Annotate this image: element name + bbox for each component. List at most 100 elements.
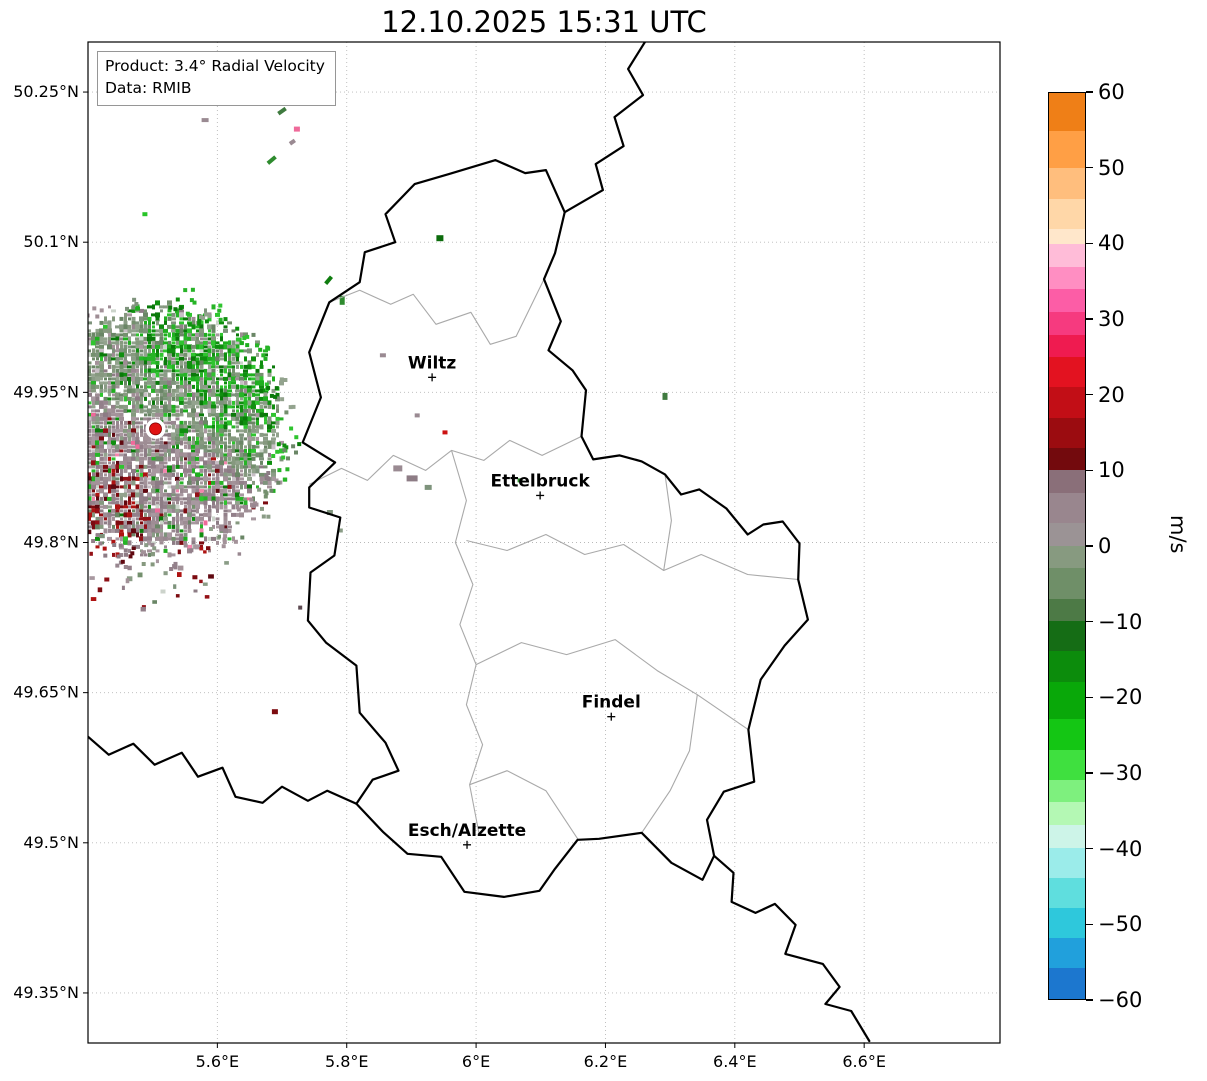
stray-echo <box>662 392 668 400</box>
axis-ticks: 5.6°E 5.8°E 6°E 6.2°E 6.4°E 6.6°E 50.25°N 50.1°… <box>13 82 886 1071</box>
colorbar-tick-label: 10 <box>1098 458 1125 483</box>
data-source-line: Data: RMIB <box>105 79 192 98</box>
y-tick-label: 49.65°N <box>13 683 79 702</box>
y-tick-label: 50.1°N <box>23 232 79 251</box>
colorbar-band <box>1049 938 1085 969</box>
stray-echo <box>393 465 403 472</box>
colorbar-tickmark <box>1086 469 1093 472</box>
city-label: Findel <box>582 693 641 713</box>
colorbar-tick-label: −40 <box>1098 836 1143 861</box>
colorbar-band <box>1049 847 1085 878</box>
y-tick-label: 50.25°N <box>13 82 79 101</box>
stray-echo <box>436 235 444 242</box>
x-tick-label: 6.2°E <box>584 1052 628 1071</box>
colorbar-band <box>1049 598 1085 622</box>
colorbar-tickmark <box>1086 772 1093 774</box>
x-tick-label: 6.6°E <box>842 1052 886 1071</box>
stray-echo <box>324 275 334 285</box>
colorbar-tickmark <box>1086 91 1093 93</box>
stray-echo <box>442 430 448 435</box>
stray-echo <box>266 155 277 165</box>
stray-echo <box>424 484 432 490</box>
colorbar <box>1048 92 1086 1000</box>
colorbar-band <box>1049 243 1085 267</box>
stray-echo <box>160 589 166 594</box>
stray-echo <box>298 605 303 610</box>
stray-echo <box>406 475 418 482</box>
colorbar-band <box>1049 168 1085 199</box>
canton-borders <box>308 278 799 841</box>
colorbar-band <box>1049 651 1085 682</box>
colorbar-tick-label: −30 <box>1098 761 1143 785</box>
colorbar-band <box>1049 681 1085 720</box>
y-tick-label: 49.35°N <box>13 983 79 1002</box>
city-label: Ettelbruck <box>490 471 590 491</box>
colorbar-band <box>1049 877 1085 909</box>
y-tick-label: 49.5°N <box>23 833 79 852</box>
stray-echo <box>104 577 110 582</box>
colorbar-tickmark <box>1086 166 1093 169</box>
colorbar-tick-label: −50 <box>1098 912 1143 937</box>
colorbar-band <box>1049 968 1085 999</box>
stray-echo <box>142 212 148 217</box>
radar-site-dot <box>149 422 162 436</box>
colorbar-band <box>1049 779 1085 803</box>
stray-echo <box>337 528 343 533</box>
x-tick-label: 6.4°E <box>713 1052 757 1071</box>
colorbar-band <box>1049 908 1085 939</box>
colorbar-band <box>1049 802 1085 826</box>
colorbar-band <box>1049 568 1085 599</box>
colorbar-band <box>1049 130 1085 169</box>
colorbar-tick-label: 0 <box>1098 534 1112 558</box>
colorbar-tickmark <box>1086 847 1093 850</box>
colorbar-tickmark <box>1086 620 1093 623</box>
colorbar-band <box>1049 470 1085 493</box>
stray-echo <box>326 510 333 515</box>
colorbar-band <box>1049 447 1085 471</box>
colorbar-tickmark <box>1086 696 1093 699</box>
stray-echo <box>379 353 386 358</box>
colorbar-tick-label: 40 <box>1098 231 1125 256</box>
national-borders <box>88 42 871 1043</box>
colorbar-tick-label: −60 <box>1098 988 1143 1012</box>
colorbar-tickmark <box>1086 545 1093 547</box>
product-info-box: Product: 3.4° Radial Velocity Data: RMIB <box>97 51 336 106</box>
colorbar-band <box>1049 289 1085 312</box>
stray-echo <box>288 138 297 146</box>
radar-velocity-field <box>88 106 668 715</box>
colorbar-tick-label: 50 <box>1098 155 1125 180</box>
colorbar-band <box>1049 545 1085 569</box>
colorbar-tickmark <box>1086 999 1093 1001</box>
colorbar-gradient <box>1049 93 1085 999</box>
colorbar-band <box>1049 825 1085 848</box>
colorbar-tickmark <box>1086 318 1093 320</box>
colorbar-band <box>1049 198 1085 229</box>
colorbar-tick-label: −10 <box>1098 609 1143 634</box>
colorbar-tickmark <box>1086 242 1093 245</box>
stray-echo <box>201 118 209 123</box>
colorbar-band <box>1049 492 1085 524</box>
city-label: Esch/Alzette <box>408 821 526 841</box>
colorbar-band <box>1049 334 1085 358</box>
stray-echo <box>339 295 345 305</box>
colorbar-band <box>1049 357 1085 388</box>
colorbar-tickmark <box>1086 923 1093 926</box>
city-label: Wiltz <box>408 353 457 373</box>
product-line: Product: 3.4° Radial Velocity <box>105 57 325 75</box>
colorbar-tick-label: −20 <box>1098 685 1143 710</box>
stray-echo <box>517 478 523 483</box>
colorbar-band <box>1049 228 1085 244</box>
colorbar-band <box>1049 93 1085 131</box>
stray-echo <box>277 106 287 116</box>
stray-echo <box>414 413 420 418</box>
colorbar-unit-label: m/s <box>1166 515 1190 554</box>
colorbar-band <box>1049 749 1085 780</box>
city-markers: Wiltz Ettelbruck Findel Esch/Alzette <box>408 353 641 849</box>
colorbar-tickmark <box>1086 393 1093 396</box>
colorbar-band <box>1049 523 1085 546</box>
colorbar-tick-label: 60 <box>1098 80 1125 104</box>
colorbar-band <box>1049 311 1085 335</box>
x-tick-label: 6°E <box>462 1052 490 1071</box>
colorbar-band <box>1049 719 1085 750</box>
